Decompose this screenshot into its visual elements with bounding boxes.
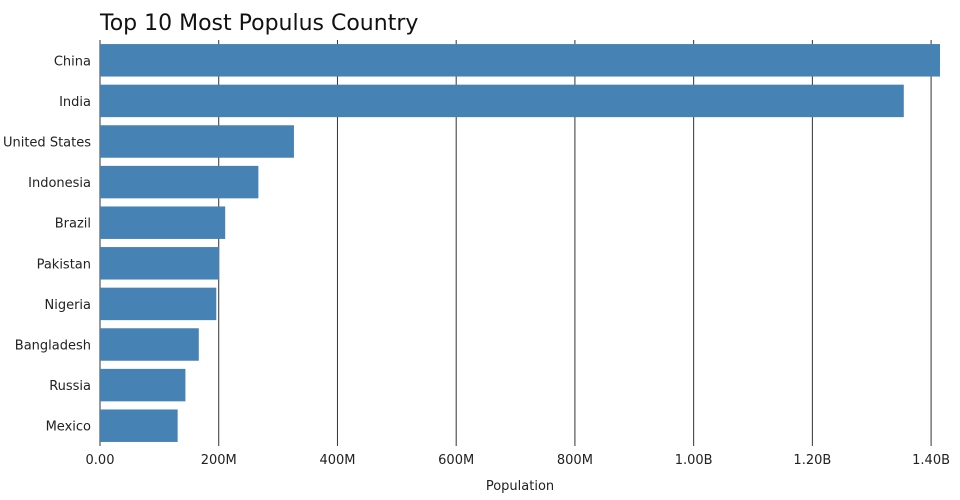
y-tick-label: Russia [49, 379, 91, 394]
y-tick-label: Indonesia [28, 176, 91, 191]
bar-india [100, 84, 904, 118]
y-tick-label: Pakistan [37, 257, 91, 272]
y-tick-label: Nigeria [44, 298, 91, 313]
bar-bangladesh [100, 328, 199, 361]
bar-united-states [100, 125, 294, 158]
x-axis-tick-labels: 0.00 200M 400M 600M 800M 1.00B 1.20B 1.40B [86, 453, 951, 468]
y-tick-label: Bangladesh [15, 339, 91, 354]
bar-mexico [100, 409, 178, 442]
y-axis-tick-labels: China India United States Indonesia Brazil Pa… [3, 54, 91, 434]
bar-pakistan [100, 247, 220, 280]
x-tick-label: 0.00 [86, 453, 115, 468]
bars [100, 44, 940, 442]
chart-title: Top 10 Most Populus Country [99, 11, 418, 36]
bar-china [100, 44, 940, 77]
bar-russia [100, 368, 186, 402]
bar-nigeria [100, 287, 217, 321]
x-tick-label: 1.20B [793, 453, 831, 468]
x-tick-label: 1.00B [675, 453, 713, 468]
y-tick-label: India [59, 95, 91, 110]
x-axis-title: Population [486, 479, 554, 494]
y-tick-label: Brazil [55, 217, 91, 232]
bar-indonesia [100, 165, 259, 199]
y-tick-label: Mexico [46, 420, 91, 435]
bar-brazil [100, 206, 226, 239]
x-tick-label: 200M [201, 453, 237, 468]
x-tick-label: 800M [557, 453, 593, 468]
x-tick-label: 1.40B [912, 453, 950, 468]
x-tick-label: 600M [438, 453, 474, 468]
y-tick-label: China [54, 54, 91, 69]
x-tick-label: 400M [319, 453, 355, 468]
y-tick-label: United States [3, 136, 91, 151]
